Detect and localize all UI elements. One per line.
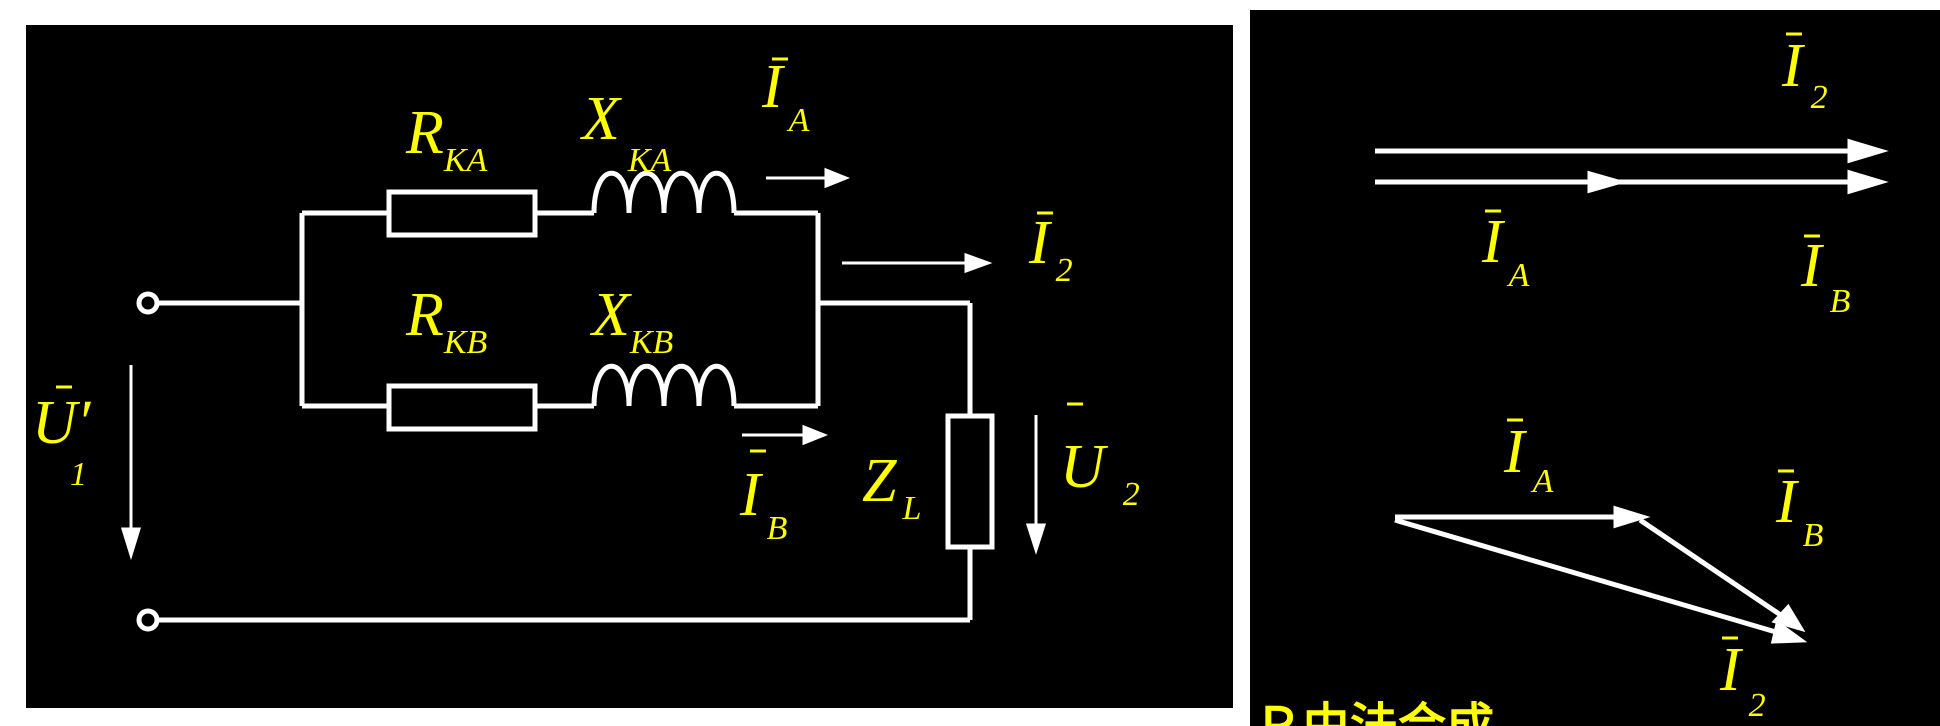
label-r-kb: RKB xyxy=(405,281,488,361)
phasor-top-ia-arrow xyxy=(1375,170,1628,194)
label-x-kb: XKB xyxy=(589,281,674,361)
load-impedance-z-l xyxy=(945,413,995,550)
arrow-i-a xyxy=(766,167,851,189)
input-terminal-top xyxy=(136,291,160,315)
phasor-bottom-ib-arrow xyxy=(1638,517,1806,633)
input-terminal-bottom xyxy=(136,608,160,632)
inductor-x-ka xyxy=(591,170,737,214)
arrow-u-1 xyxy=(120,365,142,561)
arrow-i-b xyxy=(742,424,829,446)
label-top-ib: IB xyxy=(1800,232,1851,320)
phasor-bottom-i2-arrow xyxy=(1394,517,1808,644)
resistor-r-ka xyxy=(386,189,538,238)
resistor-r-kb xyxy=(386,383,538,432)
label-bottom-i2: I2 xyxy=(1719,636,1766,724)
phasor-bottom-ia-arrow xyxy=(1395,505,1651,529)
phasor-top-ib-arrow xyxy=(1606,169,1889,195)
phasor-top-i2-arrow xyxy=(1375,138,1889,164)
arrow-u-2 xyxy=(1025,415,1047,555)
arrow-i-2 xyxy=(842,252,993,274)
label-u-1-subscript: 1 xyxy=(70,456,87,493)
caption-text-cropped: Ｐ由法合成 xyxy=(1254,698,1495,726)
label-r-ka: RKA xyxy=(405,99,488,179)
label-x-ka: XKA xyxy=(579,85,672,179)
inductor-x-kb xyxy=(591,363,737,407)
label-u-1: U′ xyxy=(32,389,92,457)
